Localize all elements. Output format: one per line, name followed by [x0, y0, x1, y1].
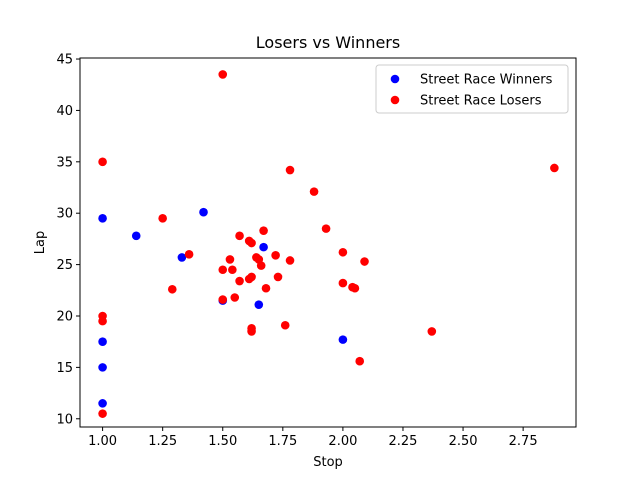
data-point [218, 70, 228, 79]
data-point [360, 257, 369, 266]
data-point [177, 253, 187, 262]
data-point [184, 250, 194, 259]
data-point [285, 256, 295, 265]
series-1 [98, 70, 559, 418]
data-point [259, 242, 268, 252]
data-point [167, 284, 177, 294]
data-point [355, 356, 365, 366]
data-point [98, 316, 107, 326]
axes-frame [79, 57, 577, 428]
data-point [350, 283, 360, 293]
legend-marker [390, 74, 400, 84]
data-point [98, 363, 107, 372]
data-point [285, 165, 295, 175]
x-axis-label: Stop [313, 455, 343, 470]
legend-entry-label: Street Race Winners [420, 73, 553, 88]
data-point [321, 224, 331, 233]
data-point [247, 238, 256, 248]
data-point [98, 399, 107, 408]
x-tick-label: 2.75 [509, 434, 538, 449]
data-point [98, 409, 107, 418]
y-axis-ticks: 10 15 20 25 30 35 40 45 [56, 53, 80, 427]
legend: Street Race Winners Street Race Losers [375, 64, 569, 114]
x-tick-label: 1.00 [88, 434, 117, 449]
x-tick-label: 2.00 [328, 434, 357, 449]
data-point [550, 163, 559, 173]
x-tick-label: 1.25 [148, 434, 177, 449]
data-point [261, 283, 271, 293]
data-point [338, 335, 348, 344]
x-tick-label: 1.75 [268, 434, 297, 449]
plot-area [98, 70, 559, 418]
y-tick-label: 40 [56, 104, 73, 119]
data-point [256, 261, 266, 270]
x-tick-label: 1.50 [208, 434, 237, 449]
data-point [338, 247, 348, 257]
data-point [247, 327, 256, 336]
data-point [427, 327, 437, 336]
series-0 [98, 207, 348, 408]
data-point [98, 214, 107, 223]
data-point [199, 207, 208, 217]
data-point [230, 293, 240, 302]
data-point [254, 300, 264, 309]
y-axis-label: Lap [33, 231, 48, 254]
chart-title: Losers vs Winners [256, 33, 400, 52]
data-point [235, 231, 244, 241]
y-tick-label: 25 [56, 258, 73, 273]
data-point [259, 226, 268, 235]
data-point [309, 187, 319, 196]
y-tick-label: 20 [56, 309, 73, 324]
data-point [131, 231, 141, 241]
y-tick-label: 10 [56, 412, 73, 427]
legend-box [375, 64, 569, 114]
legend-marker [390, 95, 400, 105]
data-point [225, 255, 235, 264]
x-tick-label: 2.25 [389, 434, 418, 449]
data-point [228, 265, 237, 275]
y-tick-label: 45 [56, 53, 73, 68]
legend-entry-label: Street Race Losers [420, 94, 542, 109]
data-point [280, 320, 290, 330]
data-point [218, 265, 228, 275]
data-point [235, 276, 244, 286]
y-tick-label: 35 [56, 155, 73, 170]
data-point [218, 295, 228, 304]
y-tick-label: 30 [56, 207, 73, 222]
data-point [158, 214, 167, 223]
data-point [98, 157, 107, 167]
x-axis-ticks: 1.00 1.25 1.50 1.75 2.00 2.25 2.50 2.75 [88, 427, 538, 449]
data-point [273, 272, 283, 282]
data-point [338, 278, 348, 288]
x-tick-label: 2.50 [449, 434, 478, 449]
y-tick-label: 15 [56, 361, 73, 376]
data-point [271, 251, 280, 260]
data-point [98, 337, 107, 346]
data-point [247, 272, 256, 282]
